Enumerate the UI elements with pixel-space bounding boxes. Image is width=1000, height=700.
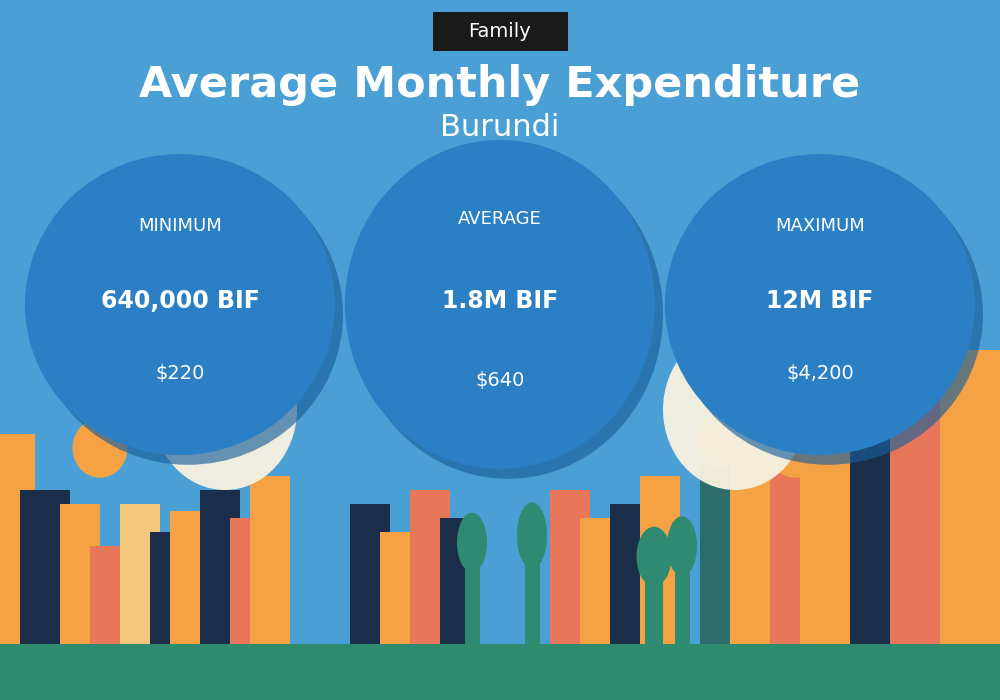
Text: 🇧🇩: 🇧🇩 [475,144,525,186]
FancyBboxPatch shape [350,504,390,644]
FancyBboxPatch shape [230,518,260,644]
Ellipse shape [698,414,742,468]
Text: Family: Family [469,22,531,41]
FancyBboxPatch shape [170,511,215,644]
Text: $640: $640 [475,371,525,390]
FancyBboxPatch shape [770,448,810,644]
Ellipse shape [25,154,335,455]
Text: 640,000 BIF: 640,000 BIF [101,289,259,313]
FancyBboxPatch shape [410,490,450,644]
Ellipse shape [162,414,208,468]
FancyBboxPatch shape [730,420,780,644]
FancyBboxPatch shape [800,378,860,644]
Ellipse shape [663,329,807,490]
FancyBboxPatch shape [465,546,480,644]
Text: $220: $220 [155,364,205,383]
FancyBboxPatch shape [850,406,900,644]
FancyBboxPatch shape [940,350,1000,644]
FancyBboxPatch shape [675,546,690,644]
FancyBboxPatch shape [550,490,590,644]
FancyBboxPatch shape [525,532,540,644]
FancyBboxPatch shape [60,504,100,644]
Ellipse shape [667,517,697,575]
FancyBboxPatch shape [0,644,1000,700]
Ellipse shape [517,503,547,568]
FancyBboxPatch shape [432,12,568,51]
Text: Burundi: Burundi [440,113,560,142]
FancyBboxPatch shape [640,476,680,644]
FancyBboxPatch shape [90,546,125,644]
FancyBboxPatch shape [150,532,180,644]
Ellipse shape [665,154,975,455]
FancyBboxPatch shape [20,490,70,644]
Text: Average Monthly Expenditure: Average Monthly Expenditure [139,64,861,106]
Ellipse shape [768,418,822,477]
FancyBboxPatch shape [120,504,160,644]
FancyBboxPatch shape [610,504,650,644]
Text: $4,200: $4,200 [786,364,854,383]
Text: MINIMUM: MINIMUM [138,217,222,235]
Ellipse shape [457,512,487,573]
FancyBboxPatch shape [700,462,740,644]
FancyBboxPatch shape [250,476,290,644]
Ellipse shape [353,150,663,479]
Ellipse shape [345,140,655,469]
FancyBboxPatch shape [440,518,470,644]
Ellipse shape [637,526,672,587]
FancyBboxPatch shape [200,490,240,644]
Text: MAXIMUM: MAXIMUM [775,217,865,235]
FancyBboxPatch shape [890,364,950,644]
Ellipse shape [72,418,128,477]
FancyBboxPatch shape [380,532,415,644]
Ellipse shape [153,329,297,490]
Ellipse shape [33,164,343,465]
Text: 1.8M BIF: 1.8M BIF [442,289,558,313]
Text: AVERAGE: AVERAGE [458,210,542,228]
Ellipse shape [673,164,983,465]
FancyBboxPatch shape [0,434,35,644]
Text: 12M BIF: 12M BIF [766,289,874,313]
FancyBboxPatch shape [645,560,663,644]
FancyBboxPatch shape [580,518,615,644]
